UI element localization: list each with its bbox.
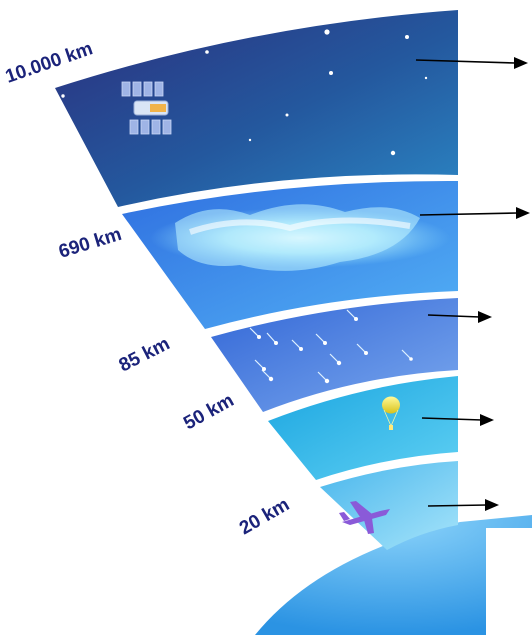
earth-surface xyxy=(255,515,532,635)
airplane-icon xyxy=(339,501,390,534)
pointer-arrows xyxy=(415,57,530,511)
altitude-label-20: 20 km xyxy=(236,494,293,539)
arrow-troposphere xyxy=(427,504,488,507)
meteor-icon xyxy=(249,309,413,384)
stratosphere-layer xyxy=(268,376,458,480)
arrow-thermosphere xyxy=(419,212,518,216)
satellite-icon xyxy=(121,81,172,135)
mesosphere-layer xyxy=(211,298,458,412)
aurora-icon xyxy=(150,204,450,271)
exosphere-layer xyxy=(55,10,458,207)
arrow-stratosphere xyxy=(421,417,483,421)
stars xyxy=(61,29,428,156)
altitude-label-85: 85 km xyxy=(116,333,174,376)
altitude-label-50: 50 km xyxy=(180,390,237,434)
altitude-label-690: 690 km xyxy=(56,224,124,263)
arrow-mesosphere xyxy=(427,314,481,318)
arrow-exosphere xyxy=(415,59,516,64)
white-patch xyxy=(486,528,532,635)
weather-balloon-icon xyxy=(382,396,400,430)
troposphere-layer xyxy=(320,461,458,550)
